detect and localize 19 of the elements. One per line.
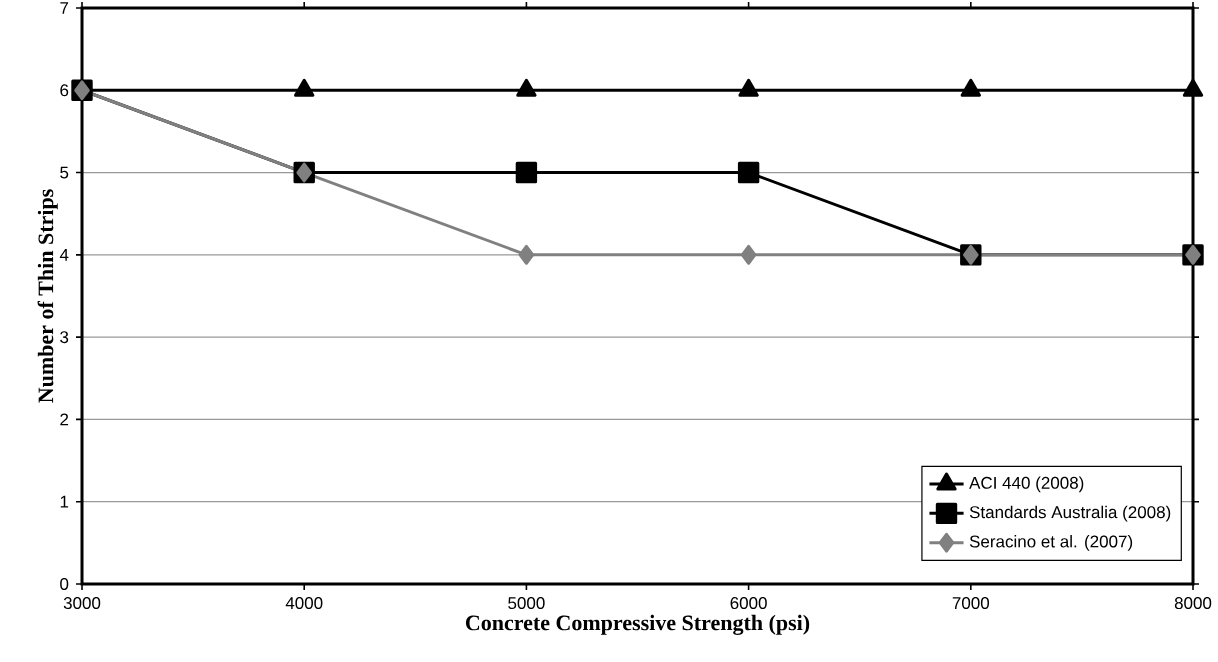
x-tick-label: 7000 — [952, 597, 990, 610]
y-tick-label: 1 — [60, 495, 69, 508]
y-tick-label: 4 — [59, 249, 69, 261]
y-axis-title: Number of Thin Strips — [37, 189, 58, 403]
legend-label: Standards Australia (2008) — [969, 505, 1171, 522]
x-tick-label: 4000 — [285, 597, 323, 610]
y-tick-label: 7 — [60, 2, 69, 14]
x-tick-label: 6000 — [730, 597, 767, 610]
x-tick-label: 3000 — [63, 597, 101, 610]
legend-label: Seracino et al. (2007) — [969, 535, 1133, 551]
x-tick-label: 5000 — [508, 597, 545, 610]
y-tick-label: 6 — [60, 84, 69, 97]
y-tick-label: 5 — [60, 166, 69, 179]
y-tick-label: 3 — [60, 331, 69, 344]
legend-label: ACI 440 (2008) — [969, 476, 1084, 493]
x-axis-title: Concrete Compressive Strength (psi) — [465, 614, 810, 635]
y-tick-label: 2 — [60, 413, 69, 426]
x-tick-label: 8000 — [1174, 597, 1212, 610]
y-tick-label: 0 — [60, 577, 69, 590]
